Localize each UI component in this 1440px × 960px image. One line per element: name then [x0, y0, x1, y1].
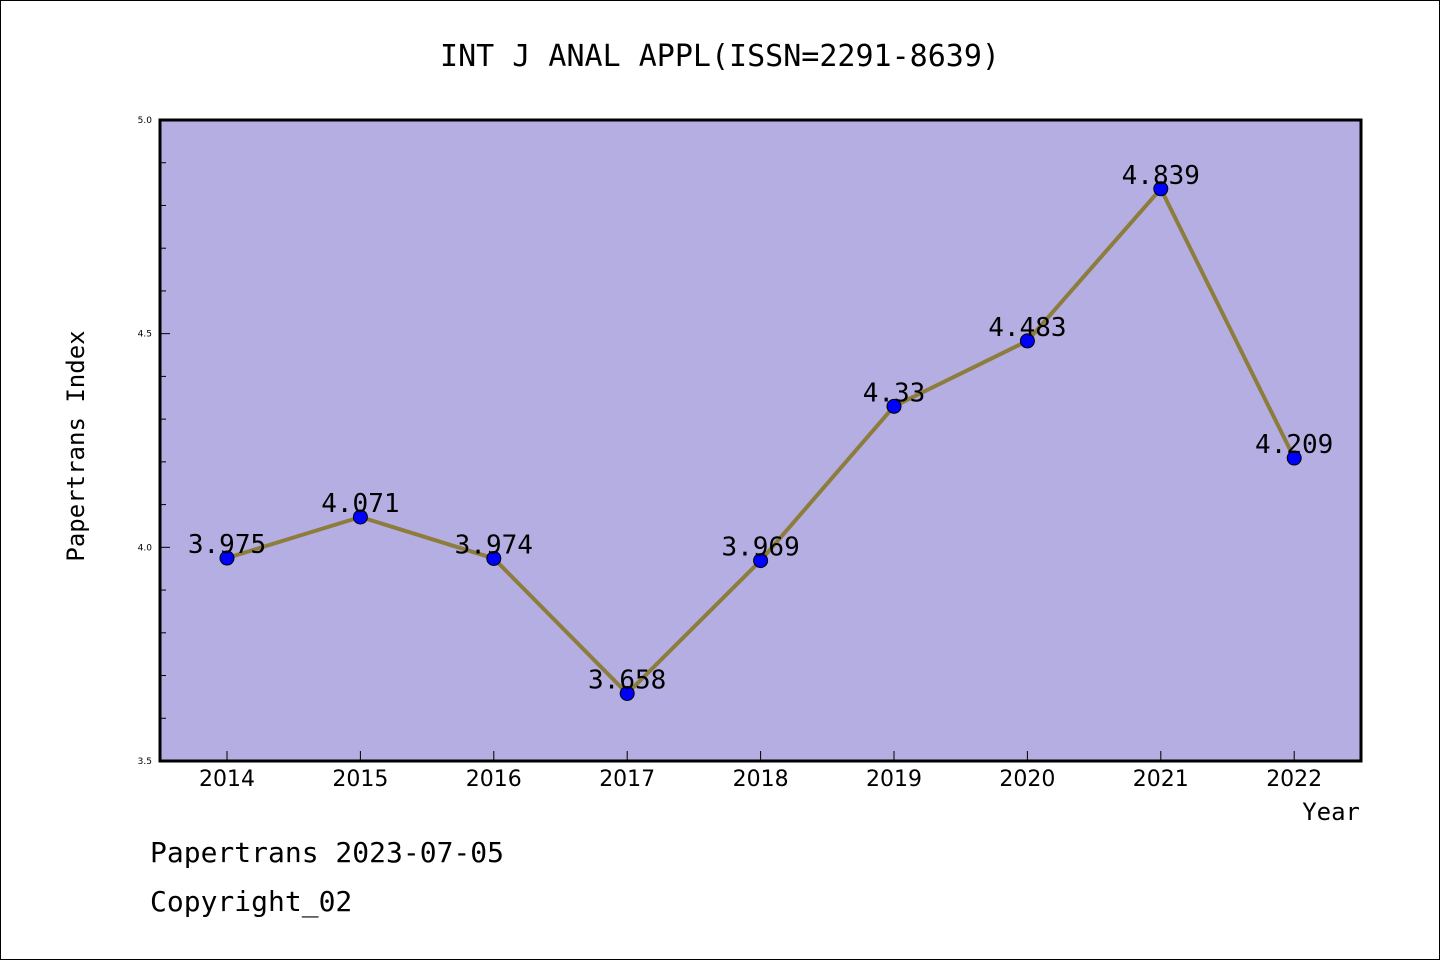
- x-axis-ticks: 2014 2015 2016 2017 2018 2019 2020 2021 2022: [199, 751, 1322, 792]
- data-label: 4.839: [1122, 161, 1200, 191]
- data-label: 3.969: [721, 533, 799, 563]
- x-tick-label: 2016: [466, 767, 522, 792]
- x-tick-label: 2020: [999, 767, 1055, 792]
- y-axis-ticks: 3.5 4.0 4.5 5.0: [138, 116, 170, 767]
- x-axis-label: Year: [1302, 798, 1360, 826]
- y-tick-label: 5.0: [138, 116, 153, 126]
- data-point: [886, 398, 902, 414]
- data-point: [1286, 450, 1302, 466]
- y-axis-label: Papertrans Index: [62, 330, 90, 561]
- x-tick-label: 2018: [733, 767, 789, 792]
- data-label: 3.658: [588, 665, 666, 695]
- y-tick-label: 4.5: [138, 330, 152, 340]
- data-point: [352, 509, 368, 525]
- data-point: [486, 550, 502, 566]
- x-tick-label: 2019: [866, 767, 922, 792]
- data-point: [1153, 181, 1169, 197]
- data-label: 3.975: [188, 530, 266, 560]
- chart-title: INT J ANAL APPL(ISSN=2291-8639): [440, 39, 1000, 74]
- data-point: [219, 550, 235, 566]
- x-tick-label: 2021: [1133, 767, 1189, 792]
- series-index: 3.975 4.071 3.974 3.658 3.969 4.33 4.483 4.839 4…: [188, 161, 1333, 701]
- data-point: [753, 553, 769, 569]
- x-tick-label: 2015: [332, 767, 388, 792]
- data-label: 4.483: [988, 313, 1066, 343]
- data-label: 4.33: [863, 378, 926, 408]
- data-label: 4.209: [1255, 430, 1333, 460]
- y-tick-label: 4.0: [138, 543, 153, 553]
- data-point: [619, 685, 635, 701]
- x-tick-label: 2014: [199, 767, 255, 792]
- plot-area: [158, 118, 1363, 763]
- y-tick-label: 3.5: [138, 757, 152, 767]
- x-tick-label: 2022: [1266, 767, 1322, 792]
- data-label: 4.071: [321, 489, 399, 519]
- x-tick-label: 2017: [599, 767, 655, 792]
- data-label: 3.974: [455, 530, 533, 560]
- footer-date: Papertrans 2023-07-05: [150, 836, 505, 869]
- data-point: [1019, 333, 1035, 349]
- footer-copyright: Copyright_02: [150, 885, 353, 918]
